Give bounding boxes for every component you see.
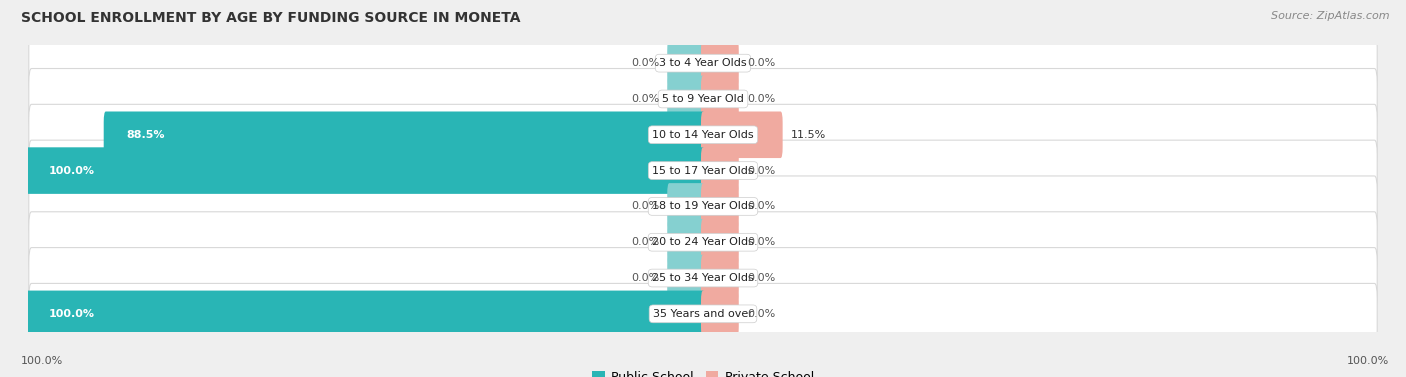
FancyBboxPatch shape: [668, 255, 704, 301]
FancyBboxPatch shape: [702, 255, 738, 301]
Text: 25 to 34 Year Olds: 25 to 34 Year Olds: [652, 273, 754, 283]
Text: 100.0%: 100.0%: [48, 309, 94, 319]
FancyBboxPatch shape: [28, 284, 1378, 344]
Text: 18 to 19 Year Olds: 18 to 19 Year Olds: [652, 201, 754, 211]
Text: 0.0%: 0.0%: [747, 273, 775, 283]
Text: 0.0%: 0.0%: [747, 201, 775, 211]
FancyBboxPatch shape: [702, 112, 783, 158]
FancyBboxPatch shape: [28, 69, 1378, 129]
FancyBboxPatch shape: [28, 212, 1378, 273]
FancyBboxPatch shape: [28, 140, 1378, 201]
Text: 0.0%: 0.0%: [747, 94, 775, 104]
Text: 100.0%: 100.0%: [48, 166, 94, 176]
FancyBboxPatch shape: [668, 40, 704, 86]
Legend: Public School, Private School: Public School, Private School: [588, 366, 818, 377]
Text: 0.0%: 0.0%: [631, 94, 659, 104]
Text: 3 to 4 Year Olds: 3 to 4 Year Olds: [659, 58, 747, 68]
Text: 0.0%: 0.0%: [747, 237, 775, 247]
FancyBboxPatch shape: [28, 248, 1378, 308]
Text: 100.0%: 100.0%: [21, 356, 63, 366]
Text: 11.5%: 11.5%: [790, 130, 825, 140]
Text: 0.0%: 0.0%: [747, 58, 775, 68]
Text: 0.0%: 0.0%: [747, 166, 775, 176]
Text: 88.5%: 88.5%: [127, 130, 165, 140]
FancyBboxPatch shape: [28, 176, 1378, 237]
Text: 35 Years and over: 35 Years and over: [652, 309, 754, 319]
Text: 20 to 24 Year Olds: 20 to 24 Year Olds: [652, 237, 754, 247]
Text: 100.0%: 100.0%: [1347, 356, 1389, 366]
FancyBboxPatch shape: [702, 40, 738, 86]
Text: 10 to 14 Year Olds: 10 to 14 Year Olds: [652, 130, 754, 140]
Text: 0.0%: 0.0%: [631, 201, 659, 211]
FancyBboxPatch shape: [27, 291, 704, 337]
FancyBboxPatch shape: [668, 183, 704, 230]
FancyBboxPatch shape: [702, 76, 738, 122]
FancyBboxPatch shape: [702, 291, 738, 337]
Text: 5 to 9 Year Old: 5 to 9 Year Old: [662, 94, 744, 104]
FancyBboxPatch shape: [28, 104, 1378, 165]
FancyBboxPatch shape: [702, 183, 738, 230]
Text: Source: ZipAtlas.com: Source: ZipAtlas.com: [1271, 11, 1389, 21]
FancyBboxPatch shape: [27, 147, 704, 194]
FancyBboxPatch shape: [104, 112, 704, 158]
FancyBboxPatch shape: [702, 147, 738, 194]
Text: 0.0%: 0.0%: [631, 237, 659, 247]
Text: 0.0%: 0.0%: [631, 58, 659, 68]
Text: 15 to 17 Year Olds: 15 to 17 Year Olds: [652, 166, 754, 176]
Text: 0.0%: 0.0%: [631, 273, 659, 283]
Text: SCHOOL ENROLLMENT BY AGE BY FUNDING SOURCE IN MONETA: SCHOOL ENROLLMENT BY AGE BY FUNDING SOUR…: [21, 11, 520, 25]
FancyBboxPatch shape: [668, 76, 704, 122]
FancyBboxPatch shape: [702, 219, 738, 265]
FancyBboxPatch shape: [28, 33, 1378, 93]
FancyBboxPatch shape: [668, 219, 704, 265]
Text: 0.0%: 0.0%: [747, 309, 775, 319]
